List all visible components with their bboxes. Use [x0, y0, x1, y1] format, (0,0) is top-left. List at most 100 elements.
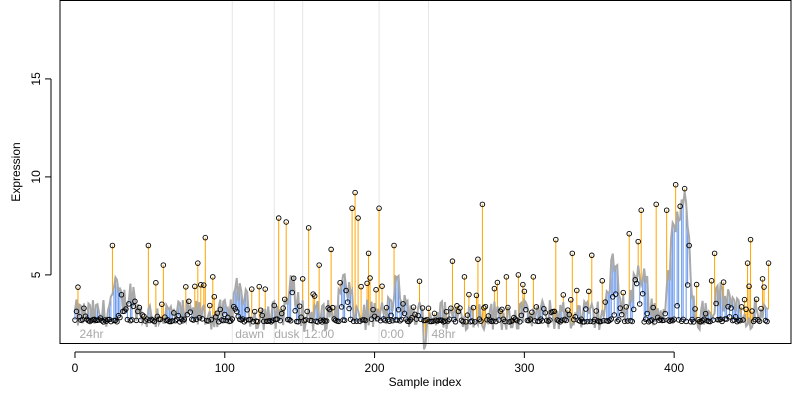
data-point: [669, 317, 676, 324]
data-point: [211, 293, 218, 300]
data-point: [479, 201, 486, 208]
data-point: [190, 317, 197, 323]
data-point: [598, 318, 604, 325]
data-point: [666, 318, 673, 324]
data-point: [160, 262, 167, 268]
data-point: [527, 316, 534, 322]
data-point: [181, 316, 188, 323]
data-point: [494, 279, 501, 286]
data-point: [568, 297, 574, 303]
data-point: [499, 306, 505, 313]
data-point: [365, 250, 372, 257]
x-tick-label: 200: [365, 361, 385, 375]
data-point: [583, 306, 589, 312]
time-annotation: dawn: [235, 327, 264, 341]
data-point: [491, 285, 498, 292]
data-point: [130, 303, 137, 310]
data-point: [639, 290, 646, 297]
data-point: [296, 303, 303, 309]
data-point: [281, 296, 288, 303]
data-point: [686, 242, 692, 249]
data-point: [139, 312, 146, 318]
data-point: [526, 317, 532, 324]
data-point: [311, 293, 318, 299]
data-point: [362, 317, 369, 324]
data-point: [747, 236, 754, 243]
data-point: [449, 258, 456, 264]
points-layer: [72, 181, 772, 325]
data-point: [344, 299, 351, 305]
data-point: [592, 316, 598, 323]
data-point: [338, 304, 345, 310]
data-point: [329, 304, 336, 311]
data-point: [373, 286, 379, 293]
data-point: [287, 318, 294, 324]
data-point: [235, 313, 242, 320]
data-point: [192, 283, 198, 290]
data-point: [586, 288, 592, 295]
data-point: [286, 316, 292, 323]
data-point: [229, 316, 236, 322]
data-point: [581, 319, 588, 325]
data-point: [73, 308, 80, 315]
data-point: [208, 316, 215, 323]
data-point: [241, 319, 247, 325]
data-point: [214, 310, 221, 317]
data-point: [759, 276, 766, 282]
data-point: [193, 316, 200, 323]
data-point: [274, 316, 280, 322]
time-annotation: 24hr: [79, 327, 103, 341]
x-tick-label: 100: [215, 361, 235, 375]
data-point: [388, 312, 394, 319]
data-point: [517, 319, 523, 325]
data-point: [514, 317, 520, 324]
data-point: [234, 308, 240, 315]
data-point: [196, 314, 203, 321]
data-point: [117, 314, 123, 321]
plot-frame: [59, 0, 792, 344]
data-point: [478, 318, 484, 324]
data-point: [292, 308, 298, 314]
data-point: [355, 215, 361, 221]
x-axis: 0 100 200 300 400: [72, 351, 684, 375]
data-point: [207, 302, 213, 309]
data-point: [271, 302, 277, 309]
data-point: [153, 279, 159, 286]
data-point: [512, 316, 519, 322]
data-point: [764, 318, 770, 325]
data-point: [171, 310, 177, 316]
data-point: [416, 278, 423, 284]
data-point: [114, 318, 120, 325]
data-point: [154, 313, 161, 320]
data-point: [183, 284, 189, 290]
data-point: [542, 310, 549, 316]
data-point: [744, 260, 751, 266]
data-point: [469, 318, 475, 324]
y-axis: 5 10 15: [29, 72, 52, 278]
data-point: [602, 299, 609, 305]
data-point: [708, 278, 715, 284]
data-point: [608, 316, 614, 322]
data-point: [352, 189, 358, 196]
data-point: [720, 279, 727, 285]
data-point: [443, 308, 450, 315]
data-point: [275, 215, 282, 221]
y-tick-label: 10: [29, 170, 43, 184]
data-point: [511, 314, 517, 321]
data-point: [159, 301, 165, 307]
data-point: [254, 318, 261, 325]
data-point: [222, 311, 228, 318]
data-point: [481, 305, 487, 311]
data-point: [195, 260, 201, 266]
data-point: [145, 242, 152, 249]
data-point: [752, 316, 758, 323]
data-point: [283, 219, 289, 225]
data-point: [475, 256, 481, 262]
data-point: [472, 319, 478, 325]
data-point: [162, 314, 168, 320]
data-point: [518, 312, 525, 319]
data-point: [244, 307, 250, 313]
data-point: [199, 316, 206, 322]
data-point: [638, 207, 644, 213]
data-point: [180, 317, 186, 324]
